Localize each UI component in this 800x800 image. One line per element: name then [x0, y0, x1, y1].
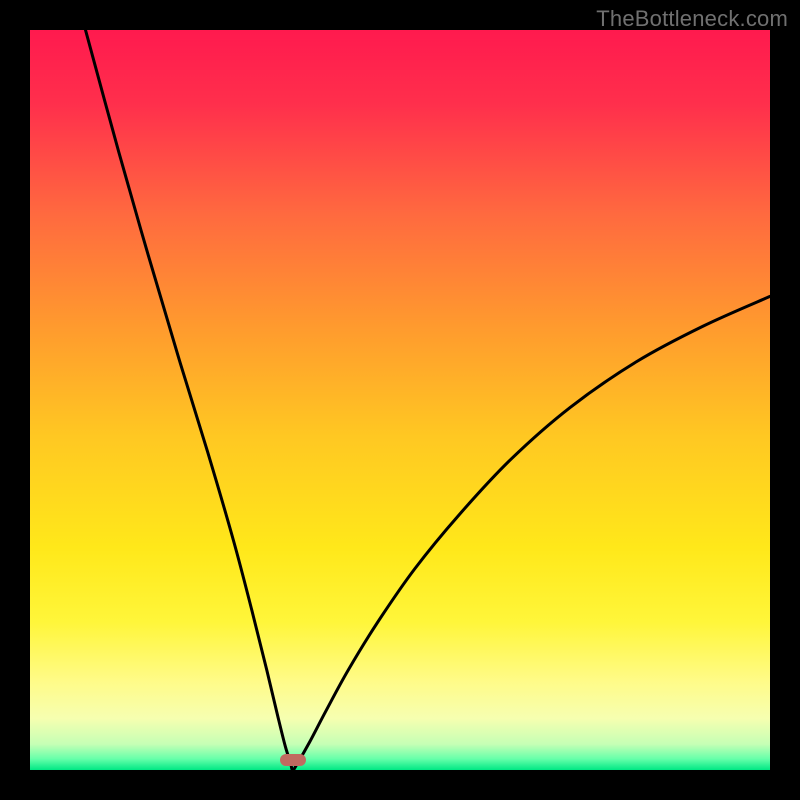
- bottleneck-curve: [30, 30, 770, 770]
- watermark-text: TheBottleneck.com: [596, 6, 788, 32]
- chart-frame: TheBottleneck.com: [0, 0, 800, 800]
- plot-area: [30, 30, 770, 770]
- optimal-point-marker: [280, 754, 306, 766]
